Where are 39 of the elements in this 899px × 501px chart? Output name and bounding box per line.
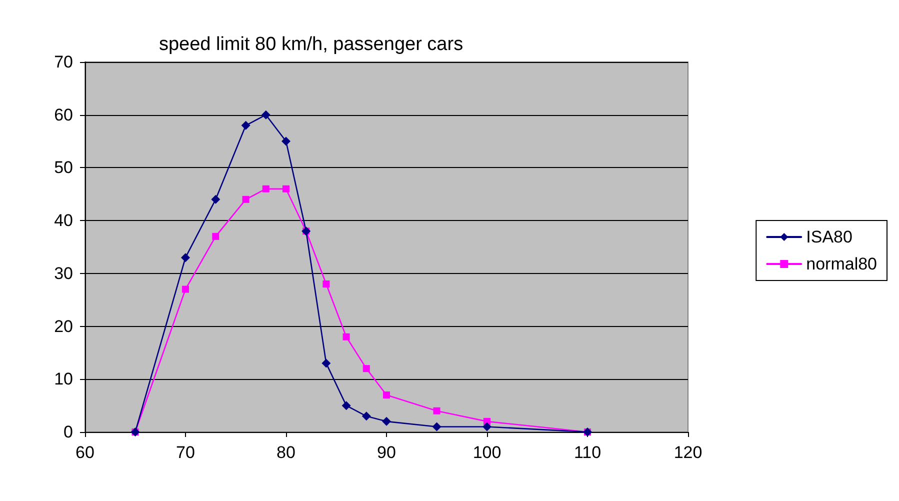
point: [383, 392, 390, 398]
point: [433, 407, 440, 414]
chart-title: speed limit 80 km/h, passenger cars: [158, 34, 464, 55]
x-tick-label: 90: [377, 443, 396, 462]
point: [362, 412, 371, 421]
point: [342, 333, 350, 340]
point: [212, 232, 220, 240]
x-tick-label: 120: [674, 443, 702, 462]
point: [282, 136, 290, 146]
x-tick-label: 60: [76, 443, 94, 462]
legend-label: normal80: [806, 254, 878, 274]
point: [322, 358, 331, 368]
point: [342, 401, 351, 410]
y-tick-label: 0: [64, 422, 73, 442]
point: [322, 280, 330, 288]
x-tick-label: 80: [276, 443, 296, 462]
legend-label: ISA80: [806, 228, 852, 246]
point: [362, 365, 370, 372]
y-tick-label: 40: [54, 211, 73, 230]
y-tick-label: 50: [54, 158, 73, 178]
y-tick-label: 10: [54, 370, 73, 389]
x-tick-label: 100: [472, 443, 502, 462]
y-tick-label: 20: [54, 316, 73, 336]
point: [262, 185, 270, 192]
point: [182, 286, 189, 293]
x-tick-label: 110: [574, 443, 602, 462]
point: [282, 185, 290, 192]
y-tick-label: 30: [54, 264, 73, 283]
point: [241, 120, 250, 130]
y-tick-label: 70: [54, 52, 73, 72]
point: [432, 422, 442, 432]
x-tick-label: 70: [176, 443, 195, 462]
point: [261, 110, 270, 120]
point: [181, 253, 190, 262]
point: [482, 422, 492, 432]
y-tick-label: 60: [54, 105, 73, 124]
point: [382, 416, 391, 426]
point: [242, 196, 250, 203]
point: [211, 194, 220, 204]
